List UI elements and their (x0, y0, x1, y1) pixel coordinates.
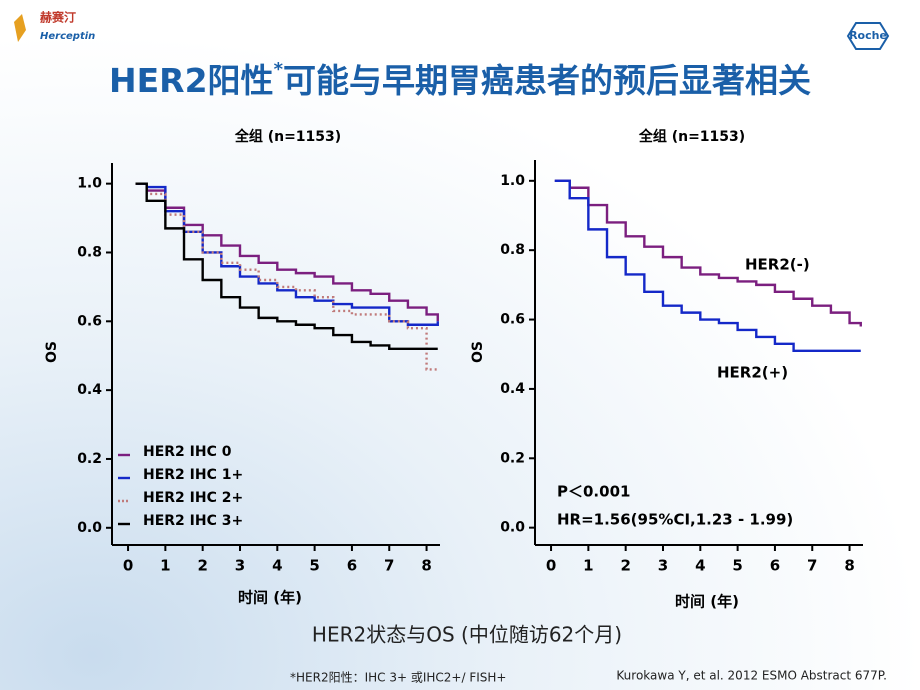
roche-logo (846, 22, 890, 50)
y-tick-label: 0.8 (500, 242, 525, 258)
y-tick-label: 0.6 (500, 312, 525, 328)
x-tick-label: 3 (658, 557, 668, 575)
y-tick-label: 0.2 (77, 451, 102, 467)
x-tick-label: 3 (235, 557, 245, 575)
series-label: HER2(-) (745, 256, 810, 274)
x-tick-label: 0 (546, 557, 556, 575)
annotation: HR=1.56(95%CI,1.23 - 1.99) (557, 511, 793, 529)
x-tick-label: 7 (384, 557, 394, 575)
x-axis-label: 时间 (年) (238, 589, 302, 607)
title-part: 可能与早期胃癌患者的预后显著相关 (283, 61, 811, 100)
logo-en: Herceptin (40, 31, 95, 42)
survival-curve (554, 179, 861, 352)
chart-title: 全组 (n=1153) (234, 128, 341, 145)
chart: 全组 (n=1153) 时间 (年) OS 0.0 0.2 0.4 0.6 0.8 1.0 0 1 2… (44, 128, 440, 607)
y-tick-label: 0.8 (77, 244, 102, 260)
y-tick-label: 0.2 (500, 450, 525, 466)
y-tick-label: 0.4 (77, 382, 102, 398)
slide-title: HER2阳性*可能与早期胃癌患者的预后显著相关 (109, 59, 811, 100)
chart-title: 全组 (n=1153) (638, 128, 745, 145)
annotation: P＜0.001 (557, 483, 630, 501)
x-tick-label: 0 (123, 557, 133, 575)
survival-curve (135, 182, 438, 351)
y-tick-label: 0.0 (77, 520, 102, 536)
series-label: HER2(+) (717, 364, 788, 382)
x-tick-label: 4 (272, 557, 282, 575)
y-axis-label: OS (470, 341, 486, 363)
x-tick-label: 7 (807, 557, 817, 575)
title-part: HER2阳性 (109, 61, 274, 100)
x-tick-label: 2 (620, 557, 630, 575)
chart: 全组 (n=1153) 时间 (年) OS 0.0 0.2 0.4 0.6 0.8 1.0 0 1 2… (470, 128, 863, 611)
footnote: *HER2阳性：IHC 3+ 或IHC2+/ FISH+ (290, 671, 506, 685)
citation: Kurokawa Y, et al. 2012 ESMO Abstract 67… (616, 669, 887, 683)
x-tick-label: 8 (844, 557, 854, 575)
y-tick-label: 0.6 (77, 313, 102, 329)
logo-mark (14, 14, 26, 42)
x-tick-label: 1 (160, 557, 170, 575)
x-tick-label: 2 (197, 557, 207, 575)
survival-curve (135, 182, 438, 371)
logo-cn: 赫赛汀 (40, 10, 76, 25)
x-tick-label: 5 (309, 557, 319, 575)
caption: HER2状态与OS (中位随访62个月) (312, 623, 622, 647)
legend-label: HER2 IHC 0 (143, 444, 232, 460)
x-tick-label: 6 (770, 557, 780, 575)
x-tick-label: 5 (732, 557, 742, 575)
survival-curve (554, 179, 862, 327)
legend-label: HER2 IHC 2+ (143, 490, 243, 506)
x-axis-label: 时间 (年) (675, 593, 739, 611)
y-tick-label: 1.0 (500, 173, 525, 189)
y-axis-label: OS (44, 341, 60, 363)
y-tick-label: 0.4 (500, 381, 525, 397)
legend-label: HER2 IHC 3+ (143, 513, 243, 529)
y-tick-label: 1.0 (77, 176, 102, 192)
charts: 全组 (n=1153) 时间 (年) OS 0.0 0.2 0.4 0.6 0.8 1.0 0 1 2… (44, 128, 863, 611)
legend-label: HER2 IHC 1+ (143, 467, 243, 483)
x-tick-label: 8 (421, 557, 431, 575)
x-tick-label: 4 (695, 557, 705, 575)
y-tick-label: 0.0 (500, 520, 525, 536)
x-tick-label: 6 (347, 557, 357, 575)
roche-text: Roche (849, 29, 887, 42)
x-tick-label: 1 (583, 557, 593, 575)
title-star: * (274, 59, 284, 80)
